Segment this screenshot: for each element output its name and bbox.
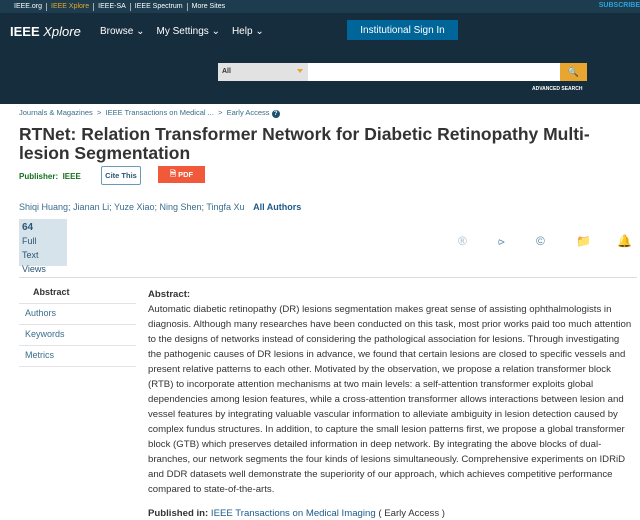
logo-sub: Xplore bbox=[43, 24, 81, 39]
metric-label: Full bbox=[22, 236, 37, 246]
search-scope-select[interactable]: All bbox=[218, 63, 308, 81]
nav-metrics[interactable]: Metrics bbox=[19, 346, 136, 367]
author-link[interactable]: Shiqi Huang bbox=[19, 202, 69, 212]
all-authors-link[interactable]: All Authors bbox=[253, 202, 302, 212]
author-list: Shiqi Huang; Jianan Li; Yuze Xiao; Ning … bbox=[19, 202, 302, 212]
abstract: Abstract: Automatic diabetic retinopathy… bbox=[148, 287, 635, 520]
divider bbox=[19, 277, 637, 278]
published-label: Published in: bbox=[148, 508, 209, 519]
copyright-icon[interactable]: © bbox=[536, 234, 545, 248]
link-ieee-spectrum[interactable]: IEEE Spectrum bbox=[131, 2, 188, 11]
published-in: Published in: IEEE Transactions on Medic… bbox=[148, 507, 635, 520]
nav-my-settings[interactable]: My Settings ⌄ bbox=[157, 26, 220, 37]
search-icon: 🔍 bbox=[567, 66, 580, 77]
nav-label: Browse bbox=[100, 26, 134, 37]
publisher: Publisher: IEEE bbox=[19, 172, 81, 181]
logo-main: IEEE bbox=[10, 24, 40, 39]
page-title: RTNet: Relation Transformer Network for … bbox=[19, 124, 590, 163]
main-nav: Browse ⌄ My Settings ⌄ Help ⌄ bbox=[100, 26, 264, 37]
section-nav: Abstract Authors Keywords Metrics bbox=[19, 283, 136, 367]
nav-help[interactable]: Help ⌄ bbox=[232, 26, 264, 37]
help-icon[interactable]: ? bbox=[271, 110, 280, 118]
breadcrumb-journal[interactable]: IEEE Transactions on Medical ... bbox=[105, 108, 214, 117]
nav-abstract[interactable]: Abstract bbox=[19, 283, 136, 304]
link-more-sites[interactable]: More Sites bbox=[191, 2, 226, 10]
select-value: All bbox=[222, 68, 231, 75]
full-text-views-metric[interactable]: 64 Full Text Views bbox=[19, 219, 67, 274]
chevron-down-icon: ⌄ bbox=[255, 26, 264, 37]
share-icon[interactable]: ⪧ bbox=[498, 234, 505, 248]
nav-label: Help bbox=[231, 26, 253, 37]
publisher-value: IEEE bbox=[62, 172, 81, 181]
nav-keywords[interactable]: Keywords bbox=[19, 325, 136, 346]
nav-label: My Settings bbox=[156, 26, 209, 37]
author-link[interactable]: Ning Shen bbox=[159, 202, 202, 212]
subscribe-link[interactable]: SUBSCRIBE bbox=[598, 2, 640, 9]
search-button[interactable]: 🔍 bbox=[560, 63, 587, 81]
abstract-heading: Abstract: bbox=[148, 289, 191, 300]
link-ieee-sa[interactable]: IEEE-SA bbox=[94, 2, 131, 11]
author-link[interactable]: Tingfa Xu bbox=[206, 202, 245, 212]
nav-authors[interactable]: Authors bbox=[19, 304, 136, 325]
metric-label: Text Views bbox=[22, 250, 46, 274]
ieee-xplore-logo[interactable]: IEEE Xplore bbox=[10, 24, 81, 39]
advanced-search-link[interactable]: ADVANCED SEARCH bbox=[532, 86, 583, 92]
breadcrumb-journals[interactable]: Journals & Magazines bbox=[19, 108, 93, 117]
top-bar: IEEE.org IEEE Xplore IEEE-SA IEEE Spectr… bbox=[0, 0, 640, 13]
pdf-label: PDF bbox=[178, 170, 194, 179]
publication-status: ( Early Access ) bbox=[378, 508, 445, 519]
pdf-button[interactable]: 🗎 PDF bbox=[158, 166, 205, 183]
header: IEEE Xplore Browse ⌄ My Settings ⌄ Help … bbox=[0, 13, 640, 104]
dropdown-arrow-icon bbox=[297, 69, 303, 73]
author-link[interactable]: Jianan Li bbox=[73, 202, 110, 212]
author-link[interactable]: Yuze Xiao bbox=[113, 202, 155, 212]
cite-this-button[interactable]: Cite This bbox=[101, 166, 141, 185]
breadcrumb-early-access[interactable]: Early Access bbox=[226, 108, 270, 117]
link-ieee-xplore[interactable]: IEEE Xplore bbox=[47, 2, 95, 11]
link-ieee-org[interactable]: IEEE.org bbox=[10, 2, 48, 11]
publisher-label: Publisher: bbox=[19, 172, 59, 181]
rights-icon[interactable]: ® bbox=[458, 234, 467, 248]
folder-icon[interactable]: 📁 bbox=[576, 234, 591, 248]
search-bar: All 🔍 bbox=[218, 63, 587, 81]
search-input[interactable] bbox=[308, 63, 560, 81]
institutional-sign-in-button[interactable]: Institutional Sign In bbox=[347, 20, 458, 40]
breadcrumb: Journals & Magazines > IEEE Transactions… bbox=[19, 108, 280, 118]
chevron-down-icon: ⌄ bbox=[211, 26, 220, 37]
chevron-down-icon: ⌄ bbox=[136, 26, 145, 37]
bell-icon[interactable]: 🔔 bbox=[617, 234, 632, 248]
metric-count: 64 bbox=[22, 222, 34, 233]
journal-link[interactable]: IEEE Transactions on Medical Imaging bbox=[210, 508, 376, 519]
pdf-icon: 🗎 bbox=[169, 169, 179, 178]
nav-browse[interactable]: Browse ⌄ bbox=[100, 26, 145, 37]
abstract-text: Automatic diabetic retinopathy (DR) lesi… bbox=[148, 304, 632, 495]
